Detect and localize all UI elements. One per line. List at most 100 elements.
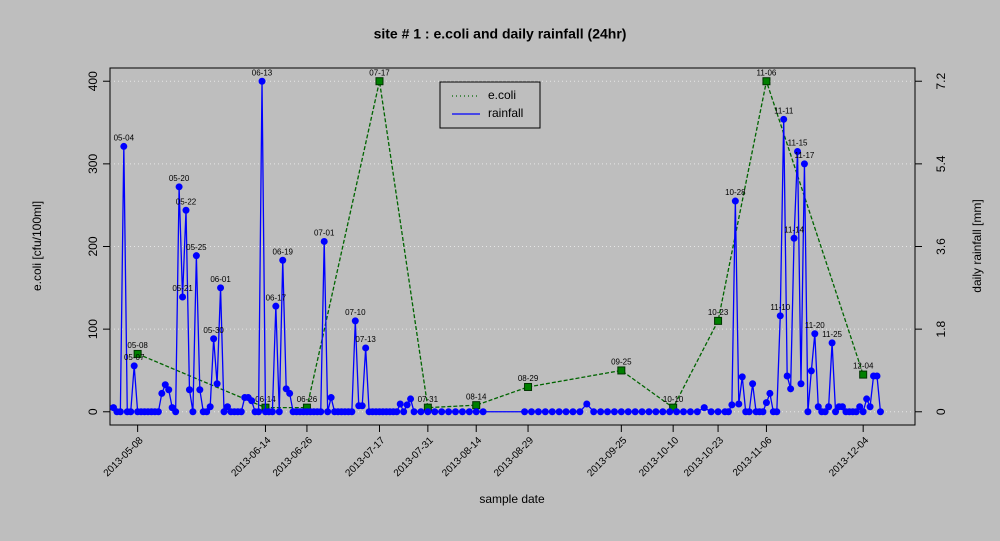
point — [279, 256, 287, 264]
x-axis-label: sample date — [479, 492, 545, 506]
point — [787, 385, 795, 393]
point — [451, 408, 459, 416]
point — [780, 115, 788, 123]
point — [189, 408, 197, 416]
point-label: 06-17 — [266, 293, 287, 302]
point — [700, 404, 708, 412]
point — [479, 408, 487, 416]
point — [472, 401, 481, 410]
point — [206, 403, 214, 411]
y-tick-label: 200 — [86, 236, 100, 256]
y2-tick-label: 5.4 — [934, 155, 948, 172]
y2-tick-label: 1.8 — [934, 320, 948, 337]
point — [528, 408, 536, 416]
point — [776, 312, 784, 320]
point — [762, 77, 771, 86]
point — [348, 408, 356, 416]
point — [597, 408, 605, 416]
point-label: 05-07 — [124, 353, 145, 362]
point-label: 05-08 — [127, 341, 148, 350]
point — [686, 408, 694, 416]
point — [680, 408, 688, 416]
point-label: 07-01 — [314, 229, 335, 238]
point — [859, 370, 868, 379]
point-label: 07-13 — [355, 335, 376, 344]
point — [645, 408, 653, 416]
point-label: 05-04 — [114, 134, 135, 143]
point — [583, 400, 591, 408]
point — [617, 408, 625, 416]
point — [863, 395, 871, 403]
point-label: 10-23 — [708, 308, 729, 317]
y2-tick-label: 0 — [934, 408, 948, 415]
point — [825, 403, 833, 411]
y-axis-label: e.coli [cfu/100ml] — [30, 201, 44, 291]
point — [272, 302, 280, 310]
point — [728, 401, 736, 409]
point-label: 11-25 — [822, 330, 842, 339]
point — [832, 408, 840, 416]
point — [172, 408, 180, 416]
chart-title: site # 1 : e.coli and daily rainfall (24… — [374, 26, 627, 42]
point — [127, 408, 135, 416]
point — [268, 408, 276, 416]
point-label: 07-10 — [345, 308, 366, 317]
point — [541, 408, 549, 416]
point — [275, 408, 283, 416]
point — [375, 77, 384, 86]
point — [724, 408, 732, 416]
point — [417, 408, 425, 416]
point — [403, 401, 411, 409]
point-label: 09-25 — [611, 358, 632, 367]
point — [859, 408, 867, 416]
point — [617, 366, 626, 375]
point — [800, 160, 808, 168]
point — [604, 408, 612, 416]
point — [400, 408, 408, 416]
point-label: 11-11 — [774, 106, 794, 115]
point-label: 05-30 — [203, 326, 224, 335]
point-label: 10-28 — [725, 188, 746, 197]
point — [396, 400, 404, 408]
point — [237, 408, 245, 416]
point — [407, 395, 415, 403]
point — [714, 408, 722, 416]
point — [220, 408, 228, 416]
point — [158, 389, 166, 397]
point — [807, 367, 815, 375]
point — [165, 386, 173, 394]
point — [876, 408, 884, 416]
y-tick-label: 0 — [86, 408, 100, 415]
point-label: 12-04 — [853, 362, 874, 371]
point — [248, 397, 256, 405]
point — [120, 142, 128, 150]
point — [192, 252, 200, 260]
point-label: 06-26 — [297, 395, 318, 404]
point — [707, 408, 715, 416]
point — [182, 206, 190, 214]
point — [327, 394, 335, 402]
point — [762, 399, 770, 407]
point — [258, 77, 266, 85]
point — [749, 380, 757, 388]
point — [524, 382, 533, 391]
point — [735, 400, 743, 408]
legend-label: e.coli — [488, 88, 516, 102]
point — [828, 339, 836, 347]
point — [693, 408, 701, 416]
y-tick-label: 100 — [86, 319, 100, 339]
point — [624, 408, 632, 416]
point — [856, 403, 864, 411]
point — [738, 373, 746, 381]
point — [866, 403, 874, 411]
point-label: 11-17 — [795, 151, 815, 160]
point — [116, 408, 124, 416]
point — [154, 408, 162, 416]
point — [714, 316, 723, 325]
point-label: 07-17 — [369, 68, 390, 77]
point — [223, 403, 231, 411]
point — [873, 372, 881, 380]
point — [821, 408, 829, 416]
series-line — [137, 78, 864, 409]
